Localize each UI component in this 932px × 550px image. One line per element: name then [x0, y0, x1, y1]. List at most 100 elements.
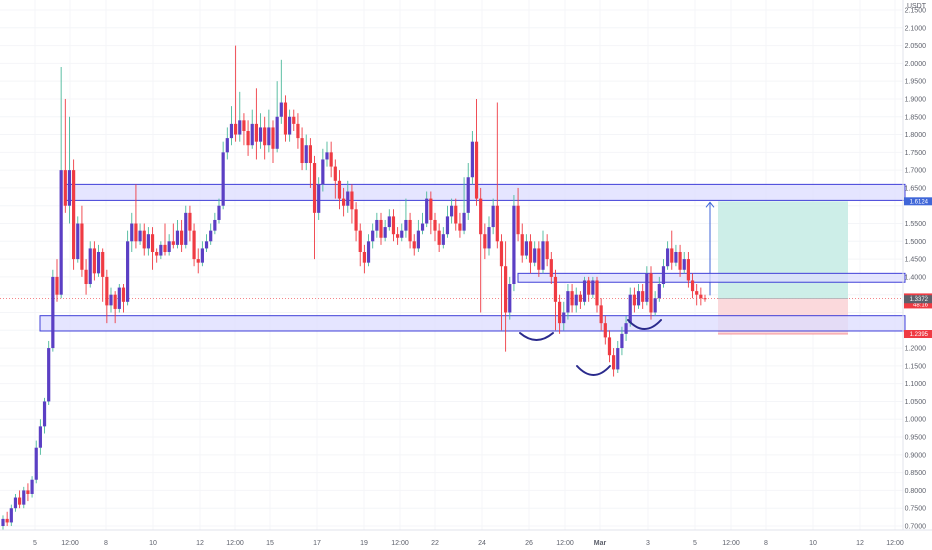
price-axis[interactable]: USDT 2.1500 2.1000 2.0500 2.0000 1.9500 1.900…	[902, 0, 927, 531]
candle-body	[653, 298, 657, 313]
price-tick-label: 1.8000	[905, 132, 927, 139]
inverse-head-and-shoulders-pattern[interactable]	[519, 319, 662, 376]
candle-body	[416, 230, 420, 249]
candle-body	[213, 219, 217, 231]
candle-body	[450, 205, 454, 217]
candle-body	[383, 227, 387, 238]
candle-body	[159, 244, 163, 256]
candle-body	[404, 219, 408, 231]
candle-body	[499, 241, 504, 267]
candle-body	[587, 280, 591, 295]
candle-body	[649, 273, 653, 313]
candle-body	[479, 198, 483, 235]
candle-body	[204, 241, 209, 249]
candle-body	[146, 234, 150, 249]
candle-body	[420, 223, 425, 231]
candle-body	[599, 305, 603, 324]
candle-body	[84, 269, 88, 285]
candle-body	[113, 294, 117, 309]
candle-body	[155, 251, 159, 256]
candle-body	[549, 259, 553, 277]
candle-body	[321, 159, 325, 185]
candle-body	[167, 241, 171, 252]
price-label-text: 1.3372	[910, 297, 929, 303]
candle-body	[553, 276, 558, 302]
candle-body	[346, 191, 350, 206]
price-tick-label: 2.1000	[905, 25, 927, 32]
price-tick-label: 1.0000	[905, 417, 927, 424]
price-tick-label: 1.4500	[905, 257, 927, 264]
candle-body	[578, 294, 582, 302]
candle-body	[682, 259, 686, 270]
time-tick-label: 12	[856, 540, 864, 547]
candle-body	[504, 266, 508, 313]
candle-body	[300, 138, 304, 164]
candle-body	[271, 127, 275, 149]
candle-body	[250, 123, 254, 146]
candle-body	[495, 205, 499, 242]
candle-body	[67, 170, 72, 206]
candlestick-series	[1, 45, 707, 530]
candle-body	[288, 116, 292, 135]
candle-body	[333, 166, 337, 181]
candle-body	[387, 216, 391, 228]
candle-body	[391, 216, 396, 235]
head-arc[interactable]	[576, 365, 611, 376]
zone-box[interactable]	[517, 272, 906, 283]
candle-body	[408, 219, 412, 242]
candle-body	[678, 251, 682, 270]
candle-body	[18, 497, 22, 505]
right-shoulder-arc[interactable]	[627, 319, 662, 330]
candle-body	[26, 490, 30, 494]
price-tick-label: 0.9000	[905, 452, 927, 459]
candle-body	[454, 205, 458, 224]
candle-body	[105, 276, 109, 306]
candle-body	[670, 248, 674, 263]
time-tick-label: 10	[149, 540, 157, 547]
candle-body	[624, 323, 628, 334]
candle-body	[645, 273, 649, 302]
candle-body	[304, 145, 308, 164]
candle-body	[217, 205, 221, 220]
long-position-tool[interactable]	[705, 201, 848, 335]
candle-body	[242, 120, 246, 131]
candle-body	[267, 127, 271, 146]
candle-body	[570, 291, 574, 306]
candle-body	[686, 259, 690, 281]
time-axis[interactable]: 5 12:00 8 10 12 12:00 15 17 19 12:00 22 24 26 12:00 Ma…	[0, 529, 932, 547]
time-tick-label: 22	[431, 540, 439, 547]
candle-body	[109, 294, 113, 306]
candle-body	[117, 287, 121, 309]
candle-body	[279, 102, 283, 117]
candle-body	[541, 241, 545, 270]
price-tick-label: 0.8000	[905, 488, 927, 495]
price-label-text: 1.6124	[910, 199, 929, 205]
price-tick-label: 1.1000	[905, 381, 927, 388]
price-tick-label: 0.8500	[905, 470, 927, 477]
candle-body	[63, 170, 67, 206]
profit-area[interactable]	[718, 201, 848, 299]
candle-body	[466, 177, 470, 213]
candle-body	[196, 259, 200, 263]
candle-body	[92, 248, 96, 274]
zone-box[interactable]	[39, 315, 906, 332]
candle-body	[138, 230, 142, 242]
candle-body	[121, 287, 126, 302]
zone-box[interactable]	[65, 183, 906, 201]
price-tick-label: 0.7500	[905, 506, 927, 513]
candle-body	[661, 266, 666, 285]
time-tick-label: Mar	[594, 540, 607, 547]
candle-body	[699, 294, 703, 299]
price-tick-label: 1.9500	[905, 79, 927, 86]
price-label-badge	[904, 330, 932, 339]
candle-body	[396, 234, 400, 238]
candle-body	[491, 205, 495, 228]
left-shoulder-arc[interactable]	[519, 332, 554, 341]
candle-body	[350, 191, 354, 210]
currency-label: USDT	[907, 3, 927, 10]
candle-body	[366, 241, 371, 263]
time-tick-label: 12:00	[556, 540, 574, 547]
candle-body	[533, 248, 537, 263]
